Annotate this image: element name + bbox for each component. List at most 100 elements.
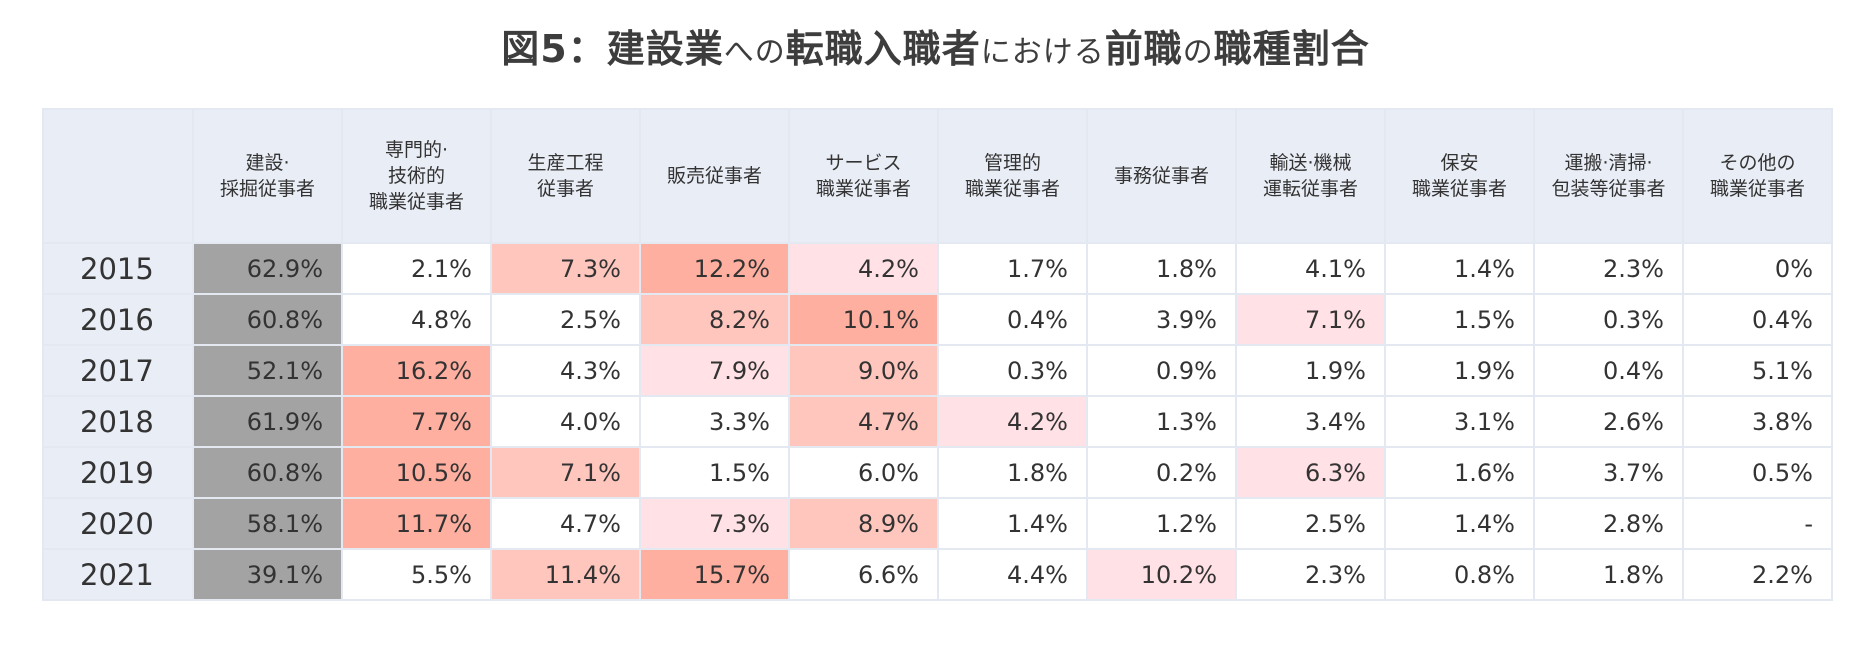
- value-cell: 7.9%: [639, 344, 790, 397]
- value-cell: 4.4%: [937, 548, 1088, 601]
- value-cell: 16.2%: [341, 344, 492, 397]
- column-header-line: 管理的: [983, 152, 1041, 174]
- value-cell: 2.2%: [1682, 548, 1833, 601]
- value-cell: 4.2%: [937, 395, 1088, 448]
- value-cell: 2.5%: [1235, 497, 1386, 550]
- value-cell: 8.2%: [639, 293, 790, 346]
- value-cell: 1.4%: [937, 497, 1088, 550]
- value-cell: 5.5%: [341, 548, 492, 601]
- value-cell: 0.4%: [937, 293, 1088, 346]
- year-label: 2018: [42, 395, 194, 448]
- column-header-line: 従事者: [536, 178, 594, 200]
- value-cell: 11.4%: [490, 548, 641, 601]
- table-body: 2015 62.9% 2.1% 7.3% 12.2% 4.2% 1.7% 1.8% 4.1% 1.…: [42, 242, 1833, 601]
- value-cell: 1.7%: [937, 242, 1088, 295]
- column-header-line: 職業従事者: [1709, 178, 1805, 200]
- value-cell: 2.5%: [490, 293, 641, 346]
- value-cell: 0.2%: [1086, 446, 1237, 499]
- occupation-ratio-table-wrap: 建設· 採掘従事者 専門的· 技術的 職業従事者 生産工程 従事者 販売従事者 サービス 職業従事…: [42, 108, 1833, 601]
- column-header-line: 技術的: [387, 165, 445, 187]
- value-cell: 1.5%: [639, 446, 790, 499]
- value-cell: 4.2%: [788, 242, 939, 295]
- column-header-line: その他の: [1719, 152, 1796, 174]
- value-cell: 62.9%: [192, 242, 343, 295]
- year-label: 2017: [42, 344, 194, 397]
- value-cell: 0.8%: [1384, 548, 1535, 601]
- value-cell: 6.6%: [788, 548, 939, 601]
- column-header: 事務従事者: [1086, 108, 1237, 244]
- table-row: 2019 60.8% 10.5% 7.1% 1.5% 6.0% 1.8% 0.2% 6.3% 1.…: [42, 446, 1833, 499]
- column-header-line: 輸送·機械: [1269, 152, 1352, 174]
- column-header: 建設· 採掘従事者: [192, 108, 343, 244]
- table-row: 2017 52.1% 16.2% 4.3% 7.9% 9.0% 0.3% 0.9% 1.9% 1.…: [42, 344, 1833, 397]
- column-header-line: 事務従事者: [1113, 165, 1209, 187]
- value-cell: -: [1682, 497, 1833, 550]
- title-part: における: [980, 35, 1105, 70]
- value-cell: 1.3%: [1086, 395, 1237, 448]
- column-header-line: 販売従事者: [666, 165, 762, 187]
- value-cell: 60.8%: [192, 446, 343, 499]
- column-header: 専門的· 技術的 職業従事者: [341, 108, 492, 244]
- year-label: 2016: [42, 293, 194, 346]
- value-cell: 1.8%: [937, 446, 1088, 499]
- value-cell: 6.3%: [1235, 446, 1386, 499]
- value-cell: 1.5%: [1384, 293, 1535, 346]
- column-header-line: 建設·: [245, 152, 290, 174]
- column-header: 輸送·機械運転従事者: [1235, 108, 1386, 244]
- table-row: 2015 62.9% 2.1% 7.3% 12.2% 4.2% 1.7% 1.8% 4.1% 1.…: [42, 242, 1833, 295]
- column-header: 運搬·清掃· 包装等従事者: [1533, 108, 1684, 244]
- column-header-line: 職業従事者: [964, 178, 1060, 200]
- value-cell: 10.2%: [1086, 548, 1237, 601]
- value-cell: 39.1%: [192, 548, 343, 601]
- value-cell: 2.1%: [341, 242, 492, 295]
- title-part: の: [1182, 35, 1214, 70]
- year-label: 2021: [42, 548, 194, 601]
- table-row: 2018 61.9% 7.7% 4.0% 3.3% 4.7% 4.2% 1.3% 3.4% 3.1…: [42, 395, 1833, 448]
- value-cell: 2.3%: [1235, 548, 1386, 601]
- year-label: 2020: [42, 497, 194, 550]
- title-part: への: [723, 35, 786, 70]
- value-cell: 7.3%: [639, 497, 790, 550]
- value-cell: 4.7%: [788, 395, 939, 448]
- column-header: 管理的 職業従事者: [937, 108, 1088, 244]
- value-cell: 7.1%: [1235, 293, 1386, 346]
- value-cell: 3.3%: [639, 395, 790, 448]
- value-cell: 1.9%: [1235, 344, 1386, 397]
- value-cell: 7.7%: [341, 395, 492, 448]
- value-cell: 0%: [1682, 242, 1833, 295]
- value-cell: 0.3%: [1533, 293, 1684, 346]
- column-header-line: 運転従事者: [1262, 178, 1358, 200]
- chart-title: 図5：建設業への転職入職者における前職の職種割合: [0, 18, 1871, 73]
- table-row: 2016 60.8% 4.8% 2.5% 8.2% 10.1% 0.4% 3.9% 7.1% 1.…: [42, 293, 1833, 346]
- column-header: 生産工程 従事者: [490, 108, 641, 244]
- value-cell: 1.8%: [1086, 242, 1237, 295]
- column-header-line: 職業従事者: [1411, 178, 1507, 200]
- value-cell: 3.9%: [1086, 293, 1237, 346]
- value-cell: 4.3%: [490, 344, 641, 397]
- value-cell: 1.9%: [1384, 344, 1535, 397]
- value-cell: 2.6%: [1533, 395, 1684, 448]
- value-cell: 10.5%: [341, 446, 492, 499]
- value-cell: 2.3%: [1533, 242, 1684, 295]
- value-cell: 4.0%: [490, 395, 641, 448]
- value-cell: 7.1%: [490, 446, 641, 499]
- value-cell: 6.0%: [788, 446, 939, 499]
- column-header: その他の 職業従事者: [1682, 108, 1833, 244]
- column-header: サービス 職業従事者: [788, 108, 939, 244]
- value-cell: 1.2%: [1086, 497, 1237, 550]
- occupation-ratio-table: 建設· 採掘従事者 専門的· 技術的 職業従事者 生産工程 従事者 販売従事者 サービス 職業従事…: [42, 108, 1833, 601]
- value-cell: 1.6%: [1384, 446, 1535, 499]
- value-cell: 7.3%: [490, 242, 641, 295]
- value-cell: 4.8%: [341, 293, 492, 346]
- title-part: 前職: [1104, 27, 1183, 71]
- value-cell: 4.7%: [490, 497, 641, 550]
- value-cell: 3.4%: [1235, 395, 1386, 448]
- value-cell: 10.1%: [788, 293, 939, 346]
- value-cell: 0.3%: [937, 344, 1088, 397]
- column-header-line: 包装等従事者: [1551, 178, 1666, 200]
- value-cell: 2.8%: [1533, 497, 1684, 550]
- value-cell: 15.7%: [639, 548, 790, 601]
- value-cell: 1.4%: [1384, 242, 1535, 295]
- column-header-line: サービス: [825, 152, 902, 174]
- table-row: 2020 58.1% 11.7% 4.7% 7.3% 8.9% 1.4% 1.2% 2.5% 1.…: [42, 497, 1833, 550]
